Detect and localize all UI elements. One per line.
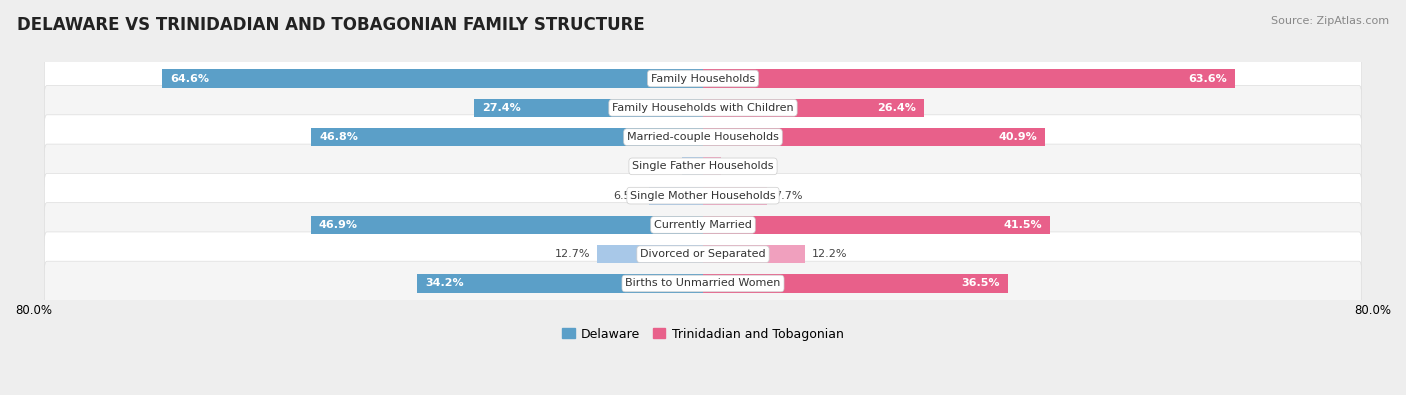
FancyBboxPatch shape bbox=[45, 115, 1361, 159]
Text: Family Households with Children: Family Households with Children bbox=[612, 103, 794, 113]
Bar bbox=[416, 275, 703, 293]
FancyBboxPatch shape bbox=[45, 144, 1361, 188]
Legend: Delaware, Trinidadian and Tobagonian: Delaware, Trinidadian and Tobagonian bbox=[557, 323, 849, 346]
Text: 46.9%: 46.9% bbox=[319, 220, 359, 230]
FancyBboxPatch shape bbox=[45, 56, 1361, 101]
Text: Married-couple Households: Married-couple Households bbox=[627, 132, 779, 142]
Bar bbox=[703, 216, 1050, 234]
Bar bbox=[162, 70, 703, 88]
Text: Single Father Households: Single Father Households bbox=[633, 161, 773, 171]
Text: 2.5%: 2.5% bbox=[647, 161, 675, 171]
Bar bbox=[703, 70, 1236, 88]
Bar bbox=[703, 275, 1008, 293]
FancyBboxPatch shape bbox=[45, 86, 1361, 130]
Text: DELAWARE VS TRINIDADIAN AND TOBAGONIAN FAMILY STRUCTURE: DELAWARE VS TRINIDADIAN AND TOBAGONIAN F… bbox=[17, 16, 644, 34]
Bar bbox=[596, 245, 703, 263]
Text: 7.7%: 7.7% bbox=[775, 191, 803, 201]
Text: 27.4%: 27.4% bbox=[482, 103, 520, 113]
Bar bbox=[703, 157, 721, 175]
Text: 2.2%: 2.2% bbox=[728, 161, 756, 171]
Text: Divorced or Separated: Divorced or Separated bbox=[640, 249, 766, 259]
Text: 12.2%: 12.2% bbox=[811, 249, 848, 259]
Bar bbox=[648, 186, 703, 205]
Bar bbox=[311, 216, 703, 234]
Text: 34.2%: 34.2% bbox=[425, 278, 464, 288]
Text: 12.7%: 12.7% bbox=[554, 249, 591, 259]
Text: Births to Unmarried Women: Births to Unmarried Women bbox=[626, 278, 780, 288]
Bar bbox=[703, 186, 768, 205]
Text: 6.5%: 6.5% bbox=[613, 191, 643, 201]
Text: 46.8%: 46.8% bbox=[319, 132, 359, 142]
Bar bbox=[474, 99, 703, 117]
FancyBboxPatch shape bbox=[45, 232, 1361, 276]
Text: 40.9%: 40.9% bbox=[998, 132, 1036, 142]
Bar bbox=[311, 128, 703, 146]
Bar bbox=[682, 157, 703, 175]
Bar bbox=[703, 128, 1045, 146]
Text: 64.6%: 64.6% bbox=[170, 73, 209, 83]
Text: 41.5%: 41.5% bbox=[1004, 220, 1042, 230]
FancyBboxPatch shape bbox=[45, 261, 1361, 306]
Text: 63.6%: 63.6% bbox=[1188, 73, 1227, 83]
Text: Single Mother Households: Single Mother Households bbox=[630, 191, 776, 201]
Text: Family Households: Family Households bbox=[651, 73, 755, 83]
FancyBboxPatch shape bbox=[45, 173, 1361, 218]
FancyBboxPatch shape bbox=[45, 203, 1361, 247]
Text: Source: ZipAtlas.com: Source: ZipAtlas.com bbox=[1271, 16, 1389, 26]
Text: 36.5%: 36.5% bbox=[962, 278, 1000, 288]
Bar bbox=[703, 99, 924, 117]
Bar bbox=[703, 245, 806, 263]
Text: 26.4%: 26.4% bbox=[877, 103, 915, 113]
Text: Currently Married: Currently Married bbox=[654, 220, 752, 230]
